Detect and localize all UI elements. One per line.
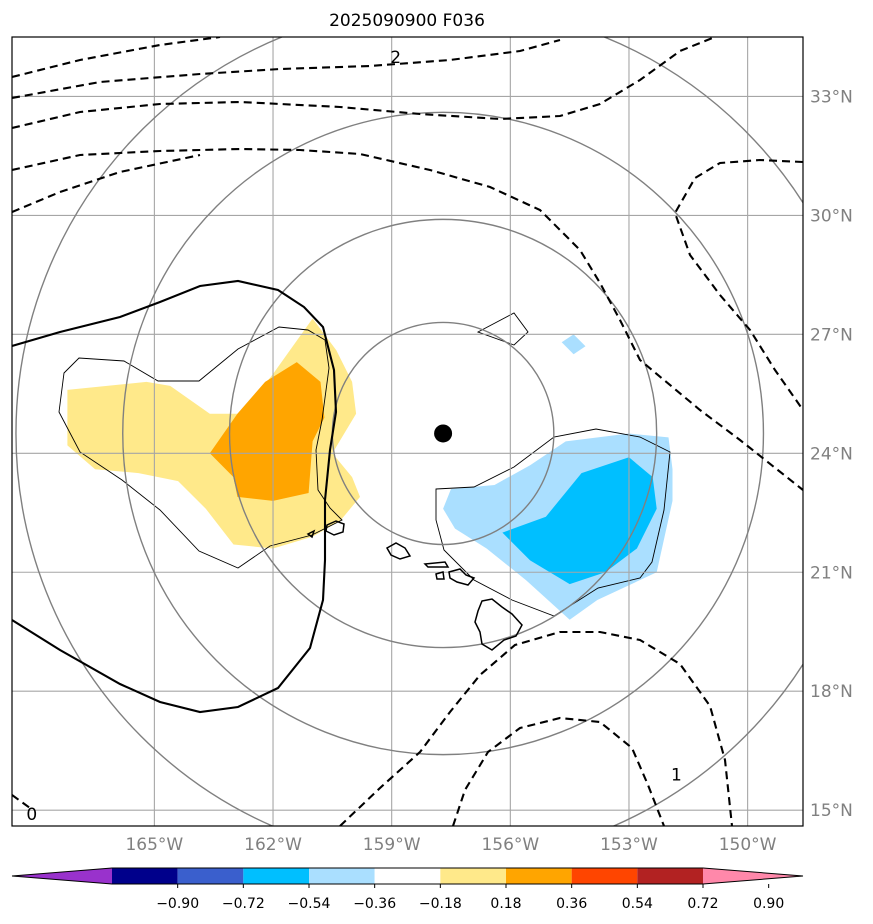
contour-lines	[12, 37, 803, 826]
colorbar-tick-label: 0.18	[490, 896, 521, 912]
map-frame	[11, 36, 804, 827]
colorbar-segment	[571, 868, 638, 884]
colorbar-tick-label: 0.90	[753, 896, 784, 912]
colorbar-extend-low	[12, 868, 112, 884]
colorbar-segment	[637, 868, 703, 884]
shaded-region-1	[209, 362, 325, 501]
maui-coastline	[448, 568, 476, 586]
chart-title: 2025090900 F036	[329, 11, 485, 31]
anomaly-shading	[67, 318, 673, 620]
lon-tick-label: 153°W	[600, 835, 658, 855]
storm-center-marker	[434, 424, 453, 443]
lat-tick-label: 21°N	[810, 563, 853, 583]
dashed-contour-south-1	[339, 630, 734, 826]
range-ring-3	[15, 37, 803, 826]
range-ring-2	[122, 111, 765, 756]
longitude-tick-labels: 165°W 162°W 159°W 156°W 153°W 150°W	[125, 835, 776, 855]
colorbar-tick-label: 0.36	[556, 896, 587, 912]
solid-contour-0	[12, 279, 338, 714]
molokai-coastline	[423, 561, 450, 568]
map-area: 2 1 0	[12, 37, 803, 826]
colorbar-tick-labels: −0.90 −0.72 −0.54 −0.36 −0.18 0.18 0.36 0.54 0.7…	[156, 884, 784, 912]
contour-labels: 2 1 0	[26, 48, 681, 825]
range-ring-1	[228, 218, 658, 649]
dashed-contour-north-1	[12, 37, 221, 79]
colorbar-segment	[506, 868, 572, 884]
shaded-region-3	[502, 457, 657, 585]
lon-tick-label: 162°W	[244, 835, 302, 855]
contour-label: 2	[390, 48, 401, 68]
colorbar	[11, 867, 804, 885]
colorbar-tick-label: −0.72	[222, 896, 265, 912]
oahu-coastline	[385, 542, 412, 560]
lat-tick-label: 30°N	[810, 206, 853, 226]
lon-tick-label: 150°W	[719, 835, 777, 855]
colorbar-outline	[11, 867, 804, 885]
dashed-contour-north-2	[12, 38, 561, 100]
dashed-contour-south-2	[452, 716, 665, 826]
colorbar-segment	[440, 868, 506, 884]
lat-tick-label: 27°N	[810, 325, 853, 345]
niihau-coastline	[306, 529, 316, 539]
colorbar-tick-label: 0.72	[687, 896, 718, 912]
dashed-contour-east	[673, 158, 803, 411]
thin-contour-lines	[58, 312, 671, 617]
range-rings	[15, 37, 803, 826]
colorbar-tick-label: −0.36	[353, 896, 396, 912]
contour-label: 1	[671, 765, 682, 785]
dashed-contour-north-3	[12, 37, 716, 130]
small-negative-outline	[476, 312, 529, 346]
colorbar-segment	[112, 868, 178, 884]
positive-anomaly-outline	[58, 326, 343, 569]
hawaii-island-coastline	[474, 598, 523, 651]
dashed-contour-north-5	[12, 153, 201, 213]
colorbar-segment	[374, 868, 441, 884]
lat-tick-label: 18°N	[810, 682, 853, 702]
lon-tick-label: 159°W	[363, 835, 421, 855]
dashed-contour-north-4	[12, 147, 803, 491]
contour-label: 0	[26, 805, 37, 825]
lon-tick-label: 156°W	[481, 835, 539, 855]
kauai-coastline	[325, 520, 345, 536]
lat-tick-label: 24°N	[810, 444, 853, 464]
negative-anomaly-outline	[435, 428, 671, 617]
dashed-contour-southwest	[12, 794, 31, 809]
latitude-tick-labels: 15°N 18°N 21°N 24°N 27°N 30°N 33°N	[810, 87, 853, 821]
lon-tick-label: 165°W	[125, 835, 183, 855]
colorbar-tick-label: 0.54	[622, 896, 653, 912]
lat-tick-label: 33°N	[810, 87, 853, 107]
colorbar-segment	[177, 868, 244, 884]
colorbar-tick-label: −0.54	[288, 896, 331, 912]
colorbar-segment	[309, 868, 375, 884]
colorbar-extend-high	[703, 868, 803, 884]
colorbar-tick-label: −0.18	[419, 896, 462, 912]
coastlines	[306, 520, 523, 651]
lanai-coastline	[435, 571, 445, 580]
lat-tick-label: 15°N	[810, 801, 853, 821]
colorbar-segment	[243, 868, 309, 884]
shaded-region-4	[561, 334, 586, 355]
colorbar-tick-label: −0.90	[156, 896, 199, 912]
